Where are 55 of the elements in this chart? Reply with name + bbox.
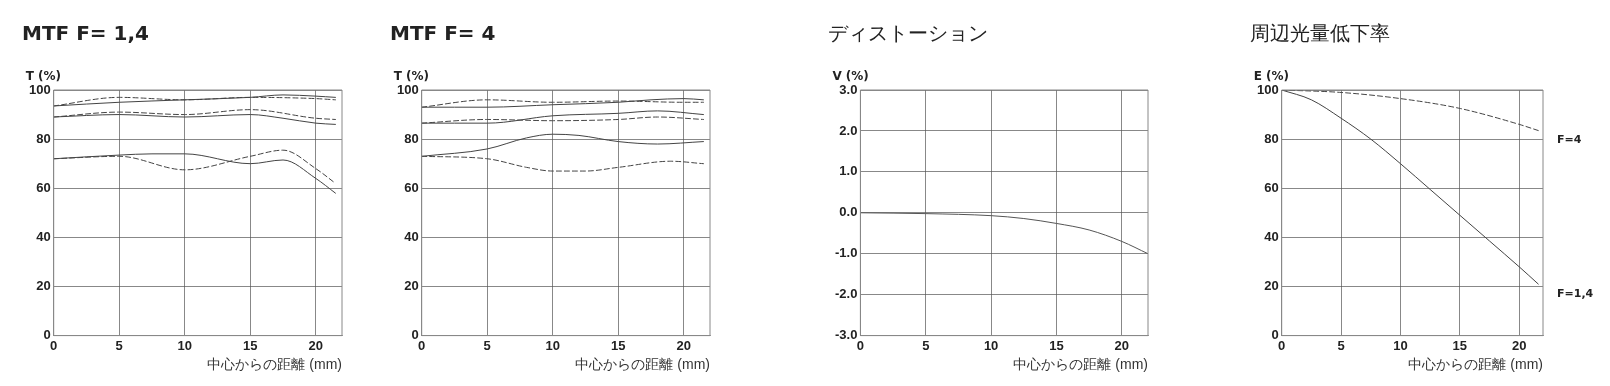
x-tick-label: 5 [1337,337,1345,353]
x-tick-label: 20 [308,337,324,353]
chart-title: ディストーション [828,20,989,47]
y-tick-label: -2.0 [834,286,858,302]
y-tick-label: 40 [1264,228,1279,244]
y-axis-title: E (%) [1253,69,1290,84]
y-tick-label: 80 [404,130,419,146]
y-tick-label: 0 [411,327,419,343]
y-tick-label: 100 [28,81,51,97]
y-tick-label: 20 [404,278,419,294]
y-tick-label: 80 [36,130,51,146]
x-tick-label: 15 [1049,337,1064,353]
x-axis-title: 中心からの距離 (mm) [1013,356,1148,373]
y-tick-label: 0.0 [839,204,858,220]
y-axis-title: T (%) [393,69,430,84]
y-tick-label: 60 [36,179,51,195]
y-tick-label: 0 [1271,327,1279,343]
chart-title: MTF F= 4 [390,20,497,47]
chart-title: 周辺光量低下率 [1250,20,1391,47]
x-tick-label: 10 [983,337,999,353]
y-axis-title: T (%) [25,69,62,84]
x-tick-label: 20 [1512,337,1527,353]
y-tick-label: 60 [1264,179,1279,195]
x-axis-title: 中心からの距離 (mm) [575,356,710,373]
x-tick-label: 15 [1452,337,1468,353]
x-tick-label: 5 [115,337,123,353]
y-tick-label: -1.0 [834,245,858,261]
y-tick-label: 60 [404,179,419,195]
y-tick-label: 0 [43,327,51,343]
y-tick-label: 2.0 [839,122,858,138]
y-tick-label: 1.0 [839,163,858,179]
y-tick-label: 20 [36,278,51,294]
y-tick-label: 100 [396,81,419,97]
y-tick-label: 40 [404,228,419,244]
x-tick-label: 10 [545,337,560,353]
y-tick-label: 100 [1256,81,1279,97]
x-tick-label: 5 [922,337,930,353]
x-tick-label: 5 [483,337,491,353]
x-tick-label: 20 [1114,337,1130,353]
y-tick-label: -3.0 [834,327,858,343]
y-tick-label: 3.0 [839,81,858,97]
x-axis-title: 中心からの距離 (mm) [1408,356,1543,373]
x-tick-label: 20 [676,337,692,353]
x-tick-label: 15 [243,337,258,353]
series-label: F=1,4 [1557,286,1594,300]
y-tick-label: 20 [1264,278,1279,294]
y-tick-label: 80 [1264,130,1279,146]
x-axis-title: 中心からの距離 (mm) [207,356,342,373]
series-label: F=4 [1557,133,1582,147]
x-tick-label: 10 [177,337,192,353]
y-tick-label: 40 [36,228,51,244]
y-axis-title: V (%) [832,69,869,84]
chart-title: MTF F= 1,4 [22,20,150,47]
x-tick-label: 10 [1393,337,1408,353]
x-tick-label: 15 [611,337,626,353]
